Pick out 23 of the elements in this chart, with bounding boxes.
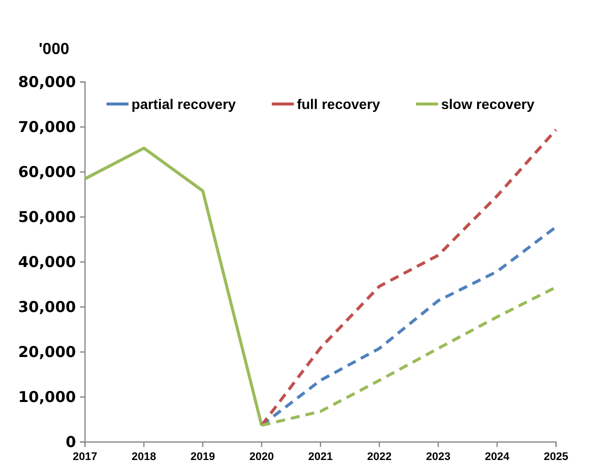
x-tick-label: 2017 bbox=[72, 450, 98, 463]
x-tick-label: 2025 bbox=[544, 450, 568, 463]
y-tick-label: 0 bbox=[66, 432, 76, 451]
legend-label: full recovery bbox=[296, 96, 380, 112]
y-tick-label: 10,000 bbox=[18, 388, 76, 406]
y-tick-label: 70,000 bbox=[18, 118, 76, 136]
x-tick-label: 2018 bbox=[132, 450, 156, 463]
x-tick-label: 2024 bbox=[484, 450, 510, 463]
line-series bbox=[260, 128, 558, 427]
legend-label: partial recovery bbox=[132, 96, 236, 112]
y-tick-label: 60,000 bbox=[18, 162, 76, 181]
y-axis-title: '000 bbox=[38, 41, 70, 58]
x-tick-label: 2019 bbox=[190, 450, 215, 463]
y-tick-label: 30,000 bbox=[18, 298, 76, 316]
y-tick-label: 20,000 bbox=[18, 342, 76, 361]
legend-label: slow recovery bbox=[441, 96, 535, 112]
y-tick-label: 80,000 bbox=[18, 72, 76, 91]
y-tick-label: 50,000 bbox=[18, 208, 76, 226]
y-tick-label: 40,000 bbox=[18, 252, 76, 271]
x-tick-label: 2023 bbox=[426, 450, 450, 463]
x-tick-label: 2022 bbox=[367, 450, 392, 463]
x-tick-label: 2021 bbox=[308, 450, 333, 463]
x-tick-label: 2020 bbox=[249, 450, 274, 463]
